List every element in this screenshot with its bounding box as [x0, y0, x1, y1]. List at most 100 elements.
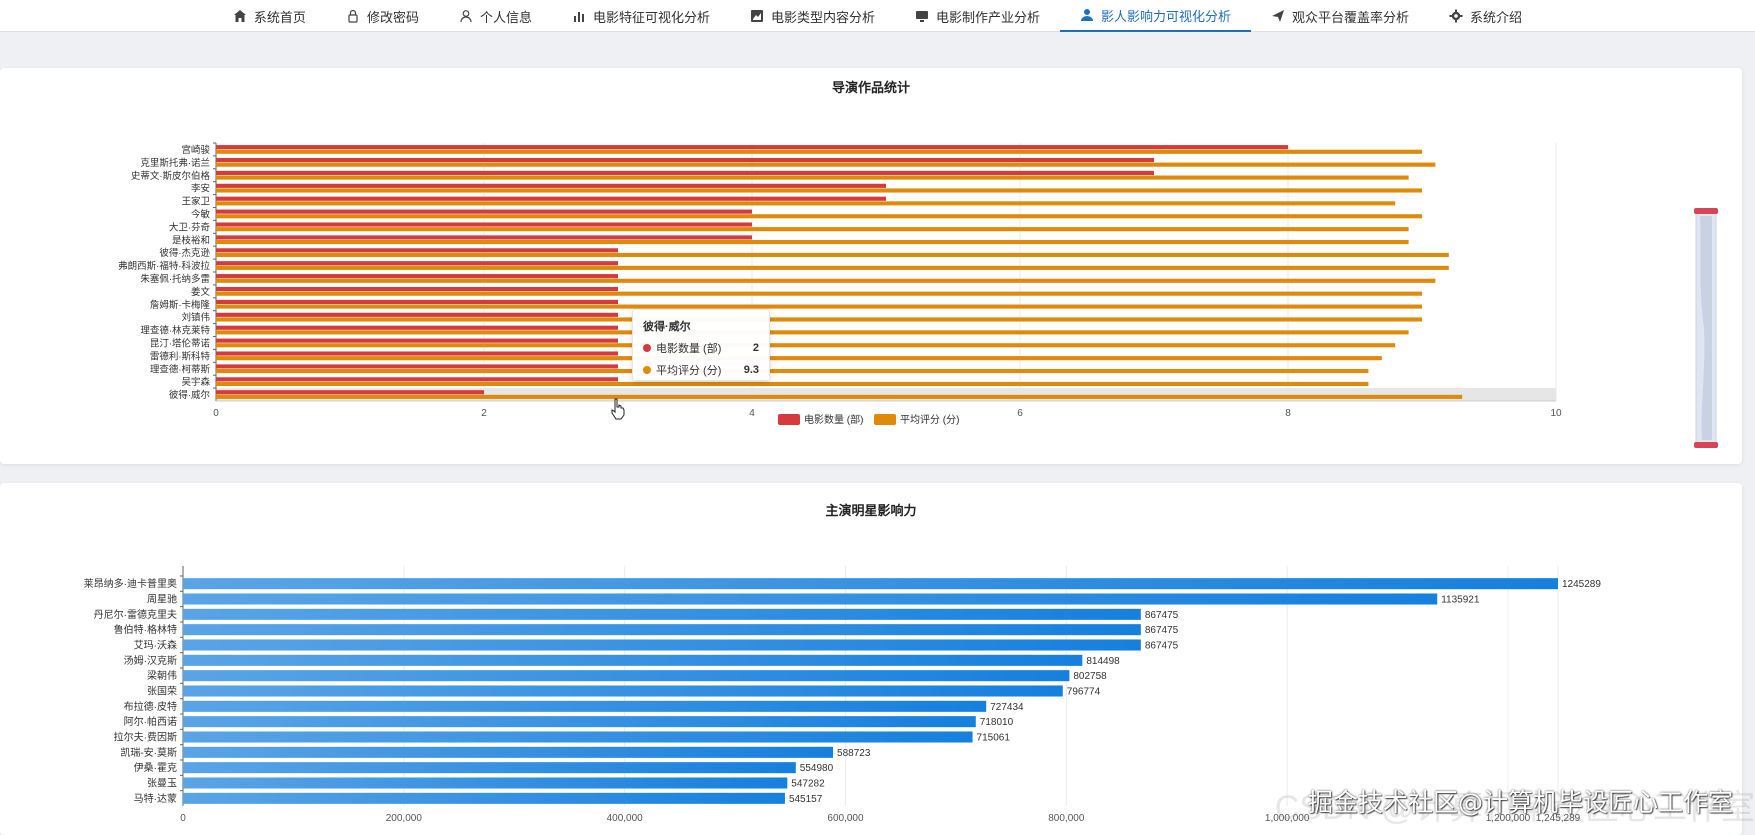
- legend-label: 电影数量 (部): [804, 413, 863, 426]
- x-tick-label: 1,000,000: [1265, 813, 1310, 824]
- x-tick-label: 200,000: [386, 813, 423, 824]
- category-label: 吴宇森: [181, 376, 210, 388]
- data-label: 715061: [977, 733, 1011, 744]
- legend-swatch: [778, 414, 800, 425]
- nav-item-7[interactable]: 观众平台覆盖率分析: [1251, 0, 1429, 32]
- director-chart[interactable]: 0 2 4 6 8 10 宫崎骏克里斯托弗·诺兰史蒂文·斯皮尔伯格李安王家卫今敏大卫·芬奇是…: [0, 68, 1742, 464]
- gear-icon: [1449, 9, 1463, 23]
- category-label: 汤姆·汉克斯: [124, 654, 177, 667]
- category-label: 弗朗西斯·福特·科波拉: [118, 260, 210, 272]
- nav-item-8[interactable]: 系统介绍: [1429, 0, 1542, 32]
- top-navbar: 系统首页 修改密码 个人信息 电影特征可视化分析 电影类型内容分析 电影制作产业分析 影人影…: [0, 0, 1755, 32]
- category-label: 王家卫: [181, 196, 210, 208]
- category-label: 马特·达蒙: [134, 792, 177, 805]
- data-label: 814498: [1086, 656, 1120, 667]
- bar-rating: [216, 394, 1463, 399]
- data-label: 588723: [837, 748, 871, 759]
- data-label: 1135921: [1441, 595, 1480, 606]
- x-tick-label: 4: [749, 408, 755, 419]
- data-label: 867475: [1145, 610, 1179, 621]
- legend-swatch: [874, 414, 896, 425]
- category-label: 丹尼尔·雷德克里夫: [94, 608, 177, 621]
- nav-item-5[interactable]: 电影制作产业分析: [895, 0, 1060, 32]
- data-zoom-slider[interactable]: [1692, 208, 1722, 448]
- person-icon: [1080, 8, 1094, 22]
- nav-item-1[interactable]: 修改密码: [326, 0, 439, 32]
- bar-count: [216, 299, 618, 304]
- watermark: 掘金技术社区@计算机毕设匠心工作室: [1307, 788, 1733, 817]
- bar: [183, 731, 973, 743]
- category-label: 张曼玉: [147, 778, 177, 790]
- bar-rating: [216, 227, 1409, 232]
- nav-item-4[interactable]: 电影类型内容分析: [730, 0, 895, 32]
- category-label: 詹姆斯·卡梅隆: [150, 299, 211, 311]
- bar-rating: [216, 214, 1422, 219]
- bar: [183, 578, 1558, 590]
- bar-rating: [216, 240, 1409, 245]
- monitor-icon: [915, 9, 929, 23]
- nav-item-label: 系统介绍: [1470, 9, 1523, 25]
- nav-item-label: 电影类型内容分析: [770, 9, 875, 25]
- star-chart[interactable]: 0 200,000 400,000 600,000 800,000 1,000,000 1,…: [0, 483, 1742, 835]
- star-chart-card: 主演明星影响力 0 200,000 400,000 600,000 800,000 1,0…: [0, 483, 1742, 835]
- bar-count: [216, 235, 752, 240]
- nav-item-label: 电影特征可视化分析: [592, 9, 710, 25]
- nav-item-label: 个人信息: [479, 9, 532, 25]
- hand-cursor-icon: [611, 398, 625, 420]
- tooltip-value: 2: [752, 342, 759, 354]
- category-label: 莱昂纳多·迪卡普里奥: [84, 577, 177, 590]
- category-label: 朱塞佩·托纳多雷: [140, 273, 210, 285]
- category-label: 理查德·林克莱特: [140, 325, 210, 337]
- category-label: 张国荣: [147, 686, 177, 698]
- bar-count: [216, 261, 618, 266]
- x-tick-label: 400,000: [607, 813, 644, 824]
- tooltip-row-count: 电影数量 (部) 2: [643, 340, 759, 356]
- category-label: 理查德·柯蒂斯: [150, 363, 211, 375]
- send-icon: [1271, 9, 1285, 23]
- bar-count: [216, 390, 484, 395]
- bar-count: [216, 196, 886, 201]
- highlight-band: [216, 388, 1556, 401]
- x-tick-label: 600,000: [827, 813, 864, 824]
- home-icon: [233, 9, 247, 23]
- nav-item-3[interactable]: 电影特征可视化分析: [552, 0, 730, 32]
- data-label: 796774: [1067, 687, 1101, 698]
- bar: [183, 746, 834, 758]
- category-label: 梁朝伟: [147, 669, 177, 682]
- lock-icon: [346, 9, 360, 23]
- nav-item-0[interactable]: 系统首页: [213, 0, 326, 32]
- bar-rating: [216, 381, 1369, 387]
- bar-rating: [216, 188, 1422, 193]
- bar-count: [216, 222, 752, 227]
- category-label: 周星驰: [147, 593, 177, 606]
- tooltip-label: 电影数量 (部): [656, 343, 722, 355]
- category-label: 李安: [191, 183, 210, 195]
- orange-dot-icon: [643, 366, 651, 374]
- bar-rating: [216, 149, 1422, 154]
- nav-item-6[interactable]: 影人影响力可视化分析: [1060, 0, 1252, 32]
- category-label: 史蒂文·斯皮尔伯格: [131, 170, 211, 182]
- bar-count: [216, 312, 618, 317]
- zoom-handle-bottom[interactable]: [1694, 442, 1718, 448]
- legend-label: 平均评分 (分): [900, 414, 959, 426]
- data-label: 545157: [789, 794, 823, 805]
- nav-item-label: 影人影响力可视化分析: [1101, 8, 1232, 24]
- red-dot-icon: [643, 344, 651, 352]
- bar-rating: [216, 304, 1422, 309]
- data-label: 547282: [791, 779, 825, 790]
- x-tick-label: 8: [1285, 408, 1291, 419]
- bar-count: [216, 325, 618, 330]
- x-tick-label: 0: [213, 408, 219, 419]
- data-label: 718010: [980, 717, 1014, 728]
- category-label: 拉尔夫·费因斯: [114, 731, 177, 744]
- bar: [183, 792, 785, 804]
- zoom-handle-top[interactable]: [1694, 208, 1718, 214]
- bar-rating: [216, 175, 1409, 180]
- bar-rating: [216, 317, 1422, 322]
- nav-item-label: 系统首页: [253, 9, 306, 25]
- category-label: 伊桑·霍克: [134, 762, 177, 774]
- nav-item-2[interactable]: 个人信息: [439, 0, 552, 32]
- bar: [183, 777, 788, 789]
- tooltip-value: 9.3: [743, 364, 759, 376]
- bar-rating: [216, 162, 1436, 167]
